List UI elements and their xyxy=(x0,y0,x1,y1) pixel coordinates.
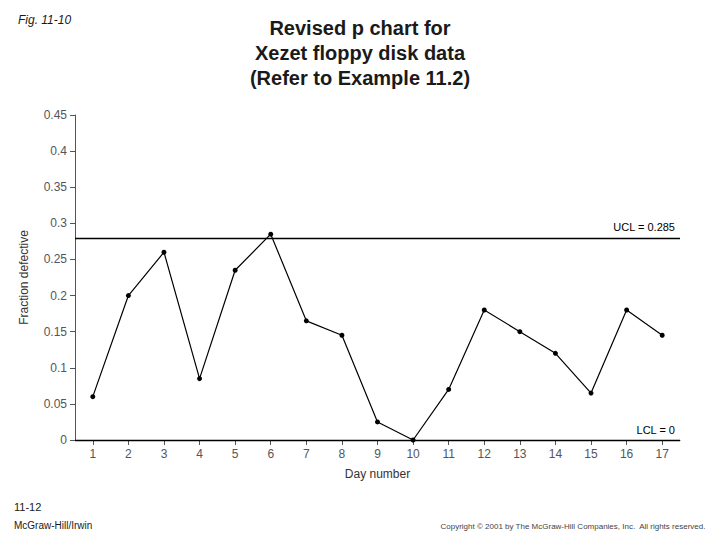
svg-text:13: 13 xyxy=(513,447,527,461)
svg-text:Revised p chart for: Revised p chart for xyxy=(269,17,450,39)
svg-text:Fraction defective: Fraction defective xyxy=(17,230,31,325)
svg-text:12: 12 xyxy=(478,447,492,461)
svg-text:UCL = 0.285: UCL = 0.285 xyxy=(613,221,675,233)
svg-text:(Refer to Example 11.2): (Refer to Example 11.2) xyxy=(250,67,470,89)
svg-text:0.35: 0.35 xyxy=(44,180,68,194)
svg-text:LCL = 0: LCL = 0 xyxy=(637,424,675,436)
svg-text:0.25: 0.25 xyxy=(44,252,68,266)
svg-text:0.2: 0.2 xyxy=(50,289,67,303)
svg-text:10: 10 xyxy=(406,447,420,461)
svg-text:Day number: Day number xyxy=(345,467,410,481)
svg-text:0.05: 0.05 xyxy=(44,397,68,411)
svg-text:McGraw-Hill/Irwin: McGraw-Hill/Irwin xyxy=(14,520,92,531)
svg-text:14: 14 xyxy=(549,447,563,461)
svg-text:11: 11 xyxy=(442,447,455,461)
svg-text:16: 16 xyxy=(620,447,634,461)
svg-text:3: 3 xyxy=(161,447,168,461)
svg-text:0: 0 xyxy=(60,433,67,447)
svg-text:Fig. 11-10: Fig. 11-10 xyxy=(18,13,71,27)
svg-text:2: 2 xyxy=(125,447,132,461)
svg-text:Copyright © 2001 by The McGraw: Copyright © 2001 by The McGraw-Hill Comp… xyxy=(440,522,705,531)
svg-text:0.1: 0.1 xyxy=(50,361,67,375)
svg-text:9: 9 xyxy=(374,447,381,461)
svg-text:8: 8 xyxy=(339,447,346,461)
svg-text:17: 17 xyxy=(656,447,670,461)
svg-text:7: 7 xyxy=(303,447,310,461)
svg-text:0.15: 0.15 xyxy=(44,325,68,339)
svg-text:0.45: 0.45 xyxy=(44,108,68,122)
svg-text:15: 15 xyxy=(584,447,598,461)
svg-text:4: 4 xyxy=(196,447,203,461)
svg-text:5: 5 xyxy=(232,447,239,461)
svg-text:0.3: 0.3 xyxy=(50,216,67,230)
svg-text:6: 6 xyxy=(267,447,274,461)
svg-text:1: 1 xyxy=(89,447,96,461)
svg-text:Xezet floppy disk data: Xezet floppy disk data xyxy=(255,42,466,64)
svg-text:11-12: 11-12 xyxy=(14,501,41,513)
svg-text:0.4: 0.4 xyxy=(50,144,67,158)
